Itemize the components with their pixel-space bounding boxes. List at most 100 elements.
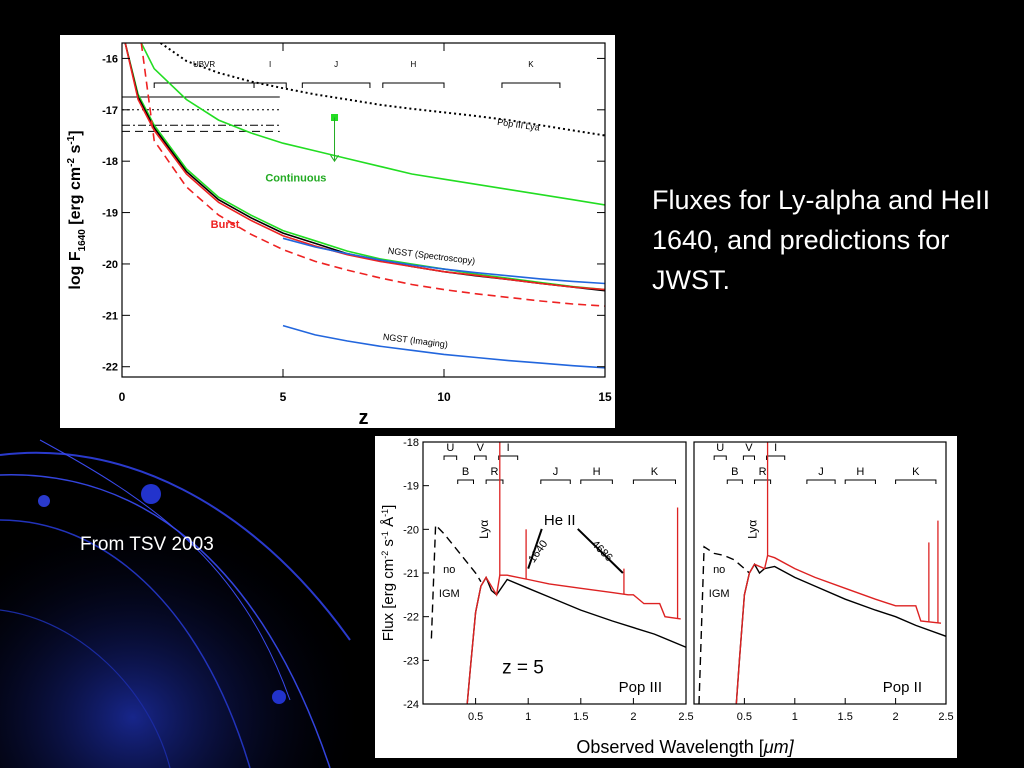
y-tick-label: -19 (403, 481, 419, 493)
series-line-1 (140, 43, 605, 206)
heii-flux-vs-redshift-chart: UBVR I J H K Pop III Lya Continuous Burst NGST (… (60, 35, 615, 429)
band-bracket-V (742, 455, 755, 460)
band-label-U: U (446, 442, 454, 454)
plot1-frame (121, 42, 606, 378)
y-tick-label: -23 (403, 655, 419, 667)
band-label-I: I (774, 442, 777, 454)
spectrum-line-0 (430, 523, 482, 639)
y-axis-label: Flux [erg cm-2 s-1 Å-1] (380, 505, 397, 642)
band-bracket-I (766, 455, 786, 460)
x-tick-label: 1 (525, 711, 531, 723)
y-axis-label: log F1640 [erg cm-2 s-1] (66, 130, 88, 289)
annotation-label-4: NGST (Imaging) (382, 332, 448, 350)
series-line-3 (124, 43, 605, 292)
heii-flux-plot: UBVR I J H K Pop III Lya Continuous Burst NGST (… (66, 42, 612, 429)
y-axis-label-part-5: -1 (66, 135, 77, 144)
band-label-J: J (553, 466, 559, 478)
spectrum-line-0 (698, 545, 750, 704)
band-bracket-R (485, 479, 504, 484)
annotation-label-1: Continuous (265, 173, 326, 185)
band-bracket-J (301, 82, 371, 88)
series-group (124, 43, 605, 369)
annotation-label-2: Burst (211, 219, 240, 231)
lya-label: Lyα (477, 520, 491, 539)
band-bracket-I (498, 455, 519, 460)
band-label-H: H (593, 466, 601, 478)
y-tick-label: -18 (403, 437, 419, 449)
annotation-label-0: Pop III Lya (497, 117, 541, 133)
y-tick-label: -20 (403, 524, 419, 536)
population-label: Pop III (619, 679, 662, 696)
band-bracket-J (540, 479, 571, 484)
band-label-R: R (759, 466, 767, 478)
subplot-frame (422, 441, 687, 705)
source-note: From TSV 2003 (80, 534, 214, 555)
series-line-4 (124, 43, 605, 291)
band-label-H: H (411, 60, 417, 69)
y-tick-label: -21 (403, 568, 419, 580)
band-label-V: V (745, 442, 753, 454)
x-tick-label: 1.5 (838, 711, 853, 723)
band-bracket-B (726, 479, 743, 484)
series-line-2 (124, 43, 605, 291)
spectrum-series-group (430, 442, 686, 704)
y-axis-label-part-5: -1 (380, 509, 390, 517)
band-label-U: U (716, 442, 724, 454)
population-label: Pop II (883, 679, 922, 696)
band-label-J: J (334, 60, 338, 69)
y-axis-label-part-0: log F (67, 251, 84, 289)
x-axis-label: z (359, 407, 369, 428)
slide-title: Fluxes for Ly-alpha and HeII 1640, and p… (652, 185, 991, 295)
y-tick-label: -22 (102, 362, 118, 374)
x-tick-label: 2.5 (678, 711, 693, 723)
y-tick-label: -20 (102, 259, 118, 271)
y-tick-label: -17 (102, 105, 118, 117)
no-igm-label-2: IGM (709, 588, 730, 600)
series-line-6 (282, 237, 605, 285)
band-bracket-U (713, 455, 727, 460)
x-tick-label: 0.5 (468, 711, 483, 723)
x-axis-label-text: Observed Wavelength [ (576, 737, 763, 757)
x-tick-label: 0 (119, 390, 126, 404)
no-igm-label: no (443, 564, 455, 576)
spectrum-line-2 (466, 574, 681, 704)
lya-label: Lyα (745, 520, 759, 539)
y-axis-label-part-4: Å (380, 517, 397, 531)
y-tick-label: -18 (102, 156, 118, 168)
band-bracket-H (580, 479, 613, 484)
x-tick-label: 2.5 (938, 711, 953, 723)
band-label-I: I (269, 60, 271, 69)
y-tick-label: -16 (102, 53, 118, 65)
y-tick-label: -24 (403, 699, 419, 711)
band-label-I: I (507, 442, 510, 454)
band-bracket-K (895, 479, 937, 484)
band-label-UBVR: UBVR (193, 60, 215, 69)
band-bracket-V (474, 455, 487, 460)
band-label-B: B (731, 466, 738, 478)
x-axis-label: Observed Wavelength [μm] (576, 737, 794, 757)
band-bracket-H (382, 82, 445, 88)
subplot-frame (693, 441, 947, 705)
y-axis-label-part-6: ] (380, 505, 397, 509)
series-line-5 (140, 43, 605, 307)
marker-arrow-head (330, 154, 339, 163)
y-axis-label-part-1: -2 (380, 551, 390, 559)
band-label-J: J (818, 466, 824, 478)
y-axis-label-part-3: -1 (380, 531, 390, 539)
x-tick-label: 15 (598, 390, 612, 404)
band-bracket-U (443, 455, 458, 460)
y-tick-label: -19 (102, 208, 118, 220)
heii-1640-arrow (527, 528, 543, 569)
y-axis-label-part-6: ] (67, 130, 84, 135)
y-tick-label: -22 (403, 612, 419, 624)
heii-4686-arrow (577, 528, 624, 574)
band-bracket-I (253, 82, 287, 88)
series-line-0 (160, 43, 605, 137)
x-axis-label-unit: μm] (763, 737, 795, 757)
x-tick-label: 2 (893, 711, 899, 723)
no-igm-label: no (713, 564, 725, 576)
band-label-R: R (491, 466, 499, 478)
x-tick-label: 10 (437, 390, 451, 404)
y-tick-label: -21 (102, 310, 118, 322)
